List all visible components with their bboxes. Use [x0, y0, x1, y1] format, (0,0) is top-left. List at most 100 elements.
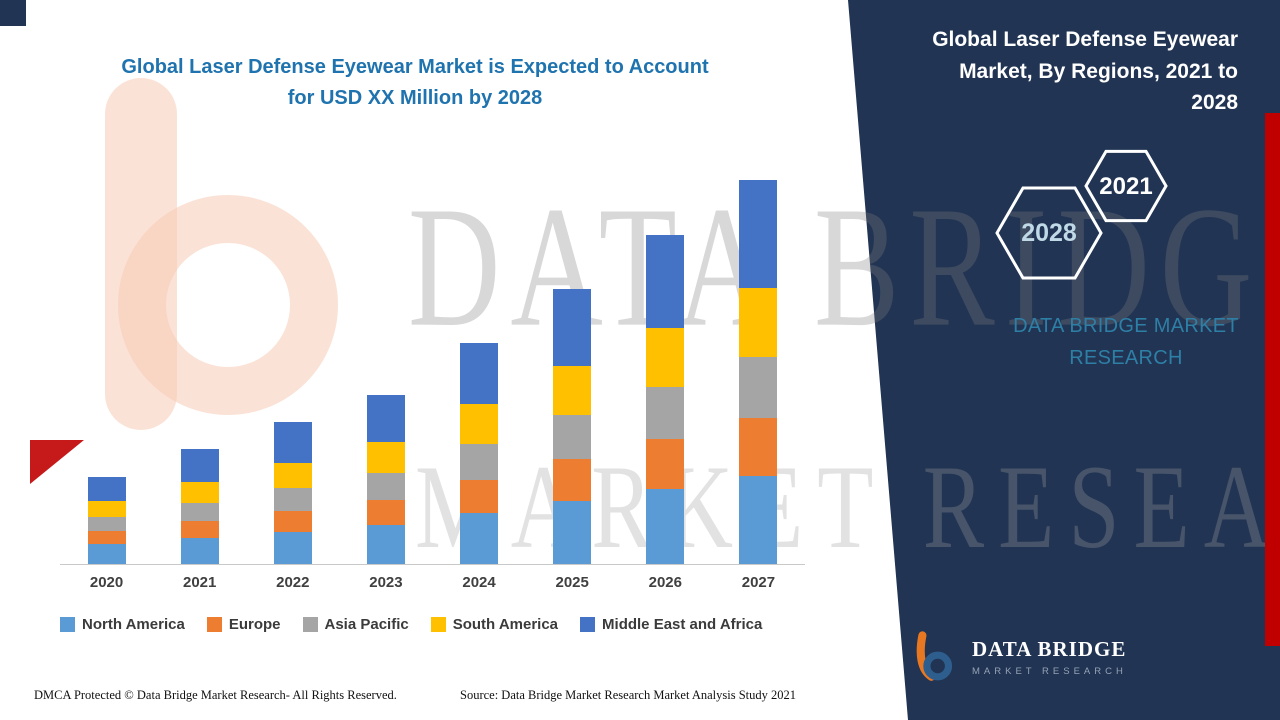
bar-column — [153, 180, 246, 564]
legend: North America Europe Asia Pacific South Ame… — [60, 616, 840, 633]
bar-segment — [180, 449, 219, 482]
chart-title-line2: for USD XX Million by 2028 — [287, 87, 543, 109]
bar-segment — [739, 287, 778, 357]
footer-source-text: Source: Data Bridge Market Research Mark… — [460, 688, 797, 702]
chart-title: Global Laser Defense Eyewear Market is E… — [60, 52, 770, 114]
bar-segment — [87, 543, 126, 564]
bar-segment — [366, 395, 405, 443]
chart-title-line1: Global Laser Defense Eyewear Market is E… — [121, 56, 709, 78]
bar-segment — [460, 404, 499, 445]
bar-stack — [273, 422, 312, 564]
bar-column — [60, 180, 153, 564]
bar-segment — [646, 439, 685, 489]
bar-segment — [180, 537, 219, 564]
bar-segment — [180, 481, 219, 503]
hexagon-2021-label: 2021 — [1099, 173, 1152, 200]
legend-label: Middle East and Africa — [602, 616, 763, 633]
bar-segment — [273, 510, 312, 532]
right-edge-red-stripe — [1265, 113, 1280, 646]
bar-column — [712, 180, 805, 564]
x-axis-label: 2022 — [276, 574, 310, 591]
hexagon-badges: 2028 2021 — [995, 149, 1168, 280]
bar-column — [339, 180, 432, 564]
legend-swatch — [60, 617, 75, 632]
bar-column — [246, 180, 339, 564]
bar-segment — [366, 442, 405, 473]
bar-segment — [87, 476, 126, 501]
x-axis-label: 2026 — [648, 574, 682, 591]
bar-segment — [87, 516, 126, 531]
data-bridge-logo-icon — [916, 631, 953, 681]
bar-column — [433, 180, 526, 564]
x-axis-labels: 2020 2021 2022 2023 2024 2025 2026 2027 — [60, 574, 805, 591]
bar-segment — [273, 462, 312, 488]
footer-logo: DATA BRIDGE MARKET RESEARCH — [908, 630, 1127, 684]
bar-segment — [739, 180, 778, 288]
x-axis-label: 2020 — [89, 574, 124, 591]
legend-item: Middle East and Africa — [580, 616, 762, 633]
corner-accent-square — [0, 0, 26, 26]
legend-label: Europe — [228, 616, 281, 633]
bar-segment — [553, 366, 592, 416]
brand-text-line2: RESEARCH — [1069, 347, 1183, 369]
company-logo-watermark — [30, 78, 338, 484]
bar-segment — [646, 387, 685, 440]
bar-stack — [460, 342, 499, 564]
legend-swatch — [580, 617, 596, 632]
x-axis-label: 2024 — [462, 574, 496, 591]
bar-segment — [273, 487, 312, 511]
hexagon-2028-label: 2028 — [1021, 219, 1077, 247]
bar-stack — [553, 288, 592, 564]
bar-segment — [553, 459, 592, 501]
footer-logo-tagline: MARKET RESEARCH — [972, 666, 1127, 677]
legend-item: North America — [60, 616, 185, 633]
x-axis-label: 2021 — [183, 574, 217, 591]
x-axis-label: 2025 — [555, 574, 589, 591]
hexagon-2028 — [995, 186, 1103, 280]
bar-segment — [460, 342, 499, 405]
bar-column — [526, 180, 619, 564]
footer-logo-name: DATA BRIDGE — [972, 637, 1127, 661]
bar-stack — [87, 476, 126, 564]
bar-segment — [553, 415, 592, 460]
bar-segment — [739, 418, 778, 476]
bar-segment — [646, 327, 685, 388]
legend-swatch — [430, 617, 446, 632]
bar-segment — [739, 475, 778, 564]
bar-segment — [87, 530, 126, 544]
legend-item: Europe — [206, 616, 281, 633]
bar-segment — [273, 422, 312, 463]
bar-stack — [366, 395, 405, 564]
bar-segment — [739, 356, 778, 419]
bar-segment — [180, 502, 219, 521]
legend-swatch — [302, 617, 318, 632]
bar-segment — [646, 235, 685, 328]
brand-text: DATA BRIDGE MARKET RESEARCH — [1000, 310, 1252, 374]
bar-segment — [366, 524, 405, 564]
legend-label: North America — [82, 616, 185, 633]
legend-item: South America — [430, 616, 559, 633]
bar-segment — [460, 512, 499, 564]
bar-segment — [553, 500, 592, 564]
bar-segment — [366, 472, 405, 500]
bar-segment — [646, 488, 685, 564]
bar-segment — [87, 500, 126, 517]
x-axis-label: 2027 — [741, 574, 776, 591]
bar-stack — [180, 449, 219, 564]
bar-segment — [180, 520, 219, 538]
bar-segment — [553, 288, 592, 366]
bar-stack — [646, 235, 685, 564]
brand-text-line1: DATA BRIDGE MARKET — [1013, 315, 1239, 337]
hexagon-2021 — [1084, 149, 1168, 223]
bar-plot — [60, 180, 805, 565]
bar-segment — [366, 499, 405, 525]
bar-segment — [273, 531, 312, 564]
bar-segment — [460, 444, 499, 480]
footer-logo-text: DATA BRIDGE MARKET RESEARCH — [972, 637, 1127, 677]
logo-red-accent — [30, 440, 84, 484]
legend-label: South America — [452, 616, 559, 633]
footer-dmca-text: DMCA Protected © Data Bridge Market Rese… — [34, 688, 397, 702]
bar-stack — [739, 180, 778, 564]
